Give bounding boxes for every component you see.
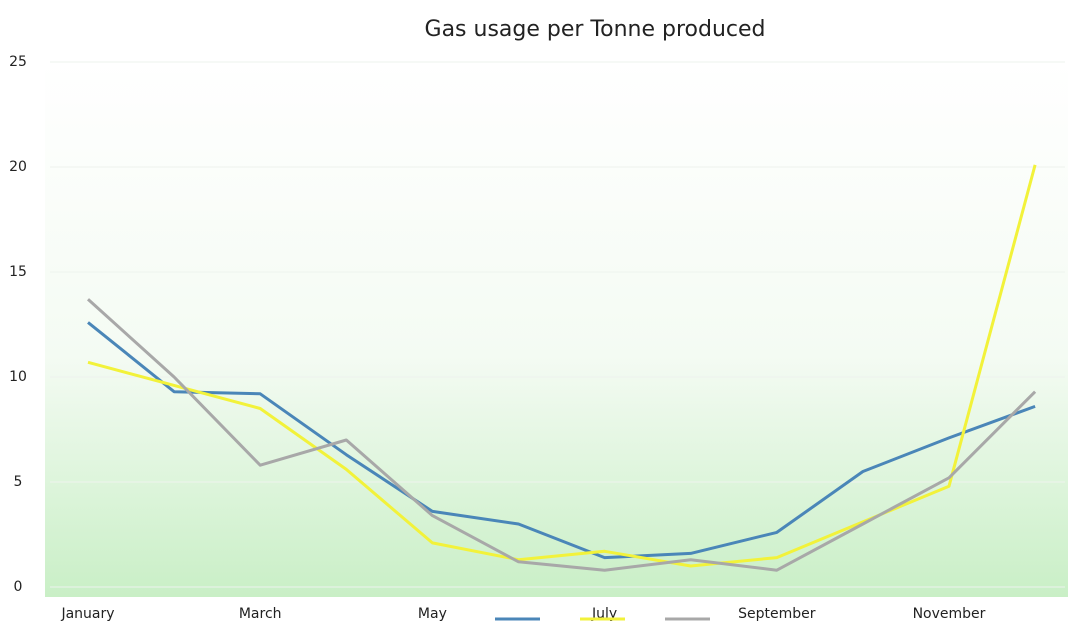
chart-title: Gas usage per Tonne produced	[425, 17, 766, 42]
y-tick-label: 5	[14, 474, 23, 490]
y-tick-label: 15	[9, 264, 27, 280]
x-tick-label: January	[60, 606, 114, 622]
x-tick-label: March	[239, 606, 282, 622]
y-tick-label: 25	[9, 54, 27, 70]
plot-background	[45, 62, 1068, 597]
series-line	[86, 298, 1037, 572]
y-tick-label: 20	[9, 159, 27, 175]
y-tick-label: 0	[14, 579, 23, 595]
series-line	[87, 321, 1036, 560]
y-tick-label: 10	[9, 369, 27, 385]
x-tick-label: November	[913, 606, 986, 622]
x-tick-label: May	[418, 606, 447, 622]
x-tick-label: September	[738, 606, 816, 622]
